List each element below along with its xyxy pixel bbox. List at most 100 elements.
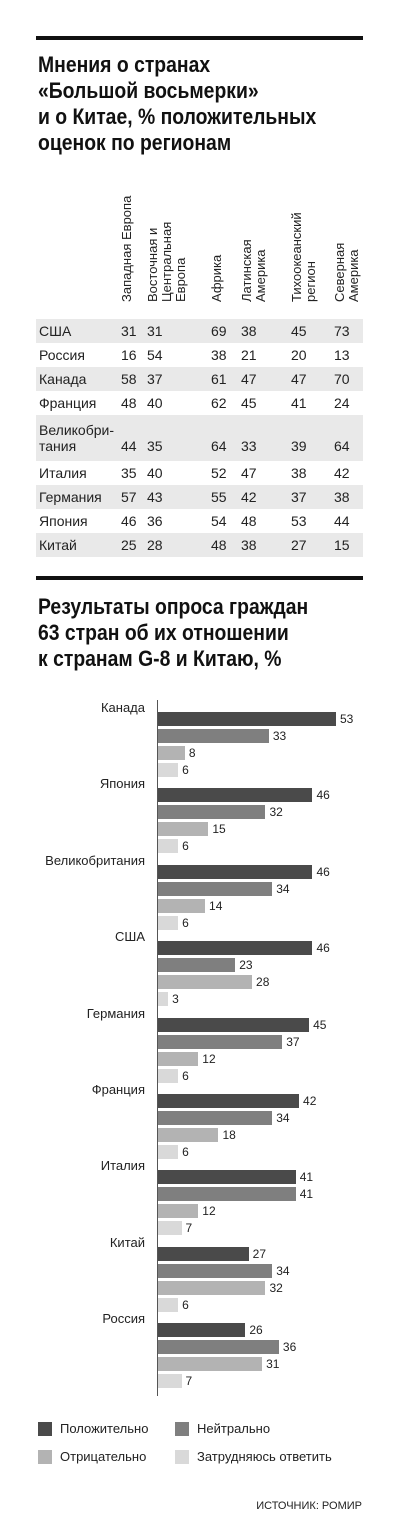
bar <box>158 1263 273 1278</box>
table-row: Италия 35 40 52 47 38 42 <box>36 461 363 485</box>
column-header-line: Латинская <box>239 239 254 302</box>
table-cell: 44 <box>334 513 350 529</box>
table-cell: 45 <box>291 323 307 339</box>
bar <box>158 992 169 1007</box>
value-label: 31 <box>266 1357 280 1372</box>
bar <box>158 1034 283 1049</box>
title-line: и о Китае, % положительных <box>38 104 317 129</box>
table-cell: 35 <box>121 465 137 481</box>
legend-label: Затрудняюсь ответить <box>197 1449 332 1464</box>
table-cell: 48 <box>241 513 257 529</box>
value-label: 7 <box>185 1374 193 1389</box>
bar <box>158 1017 310 1032</box>
column-header: Северная Америка <box>332 242 361 302</box>
bar <box>158 746 185 760</box>
category-label: Япония <box>99 776 145 792</box>
value-label: 45 <box>313 1017 327 1032</box>
table-cell: 38 <box>241 323 257 339</box>
table-cell: 31 <box>147 323 163 339</box>
table-cell: 24 <box>334 395 350 411</box>
value-label: 18 <box>222 1128 236 1142</box>
table-cell: 69 <box>211 323 227 339</box>
column-header-line: регион <box>303 261 318 302</box>
value-label: 6 <box>182 1068 189 1083</box>
title-line: 63 стран об их отношении <box>38 620 289 645</box>
row-country: США <box>39 323 71 339</box>
column-header-line: Северная <box>332 242 347 302</box>
value-label: 41 <box>299 1170 314 1185</box>
table-cell: 37 <box>291 489 307 505</box>
bar <box>158 788 313 803</box>
value-label: 15 <box>212 822 226 837</box>
value-label: 12 <box>202 1204 216 1219</box>
value-label: 7 <box>185 1221 193 1236</box>
table-cell: 42 <box>241 489 257 505</box>
source-note: ИСТОЧНИК: РОМИР <box>256 1500 362 1512</box>
table-cell: 36 <box>147 513 163 529</box>
table-cell: 55 <box>211 489 227 505</box>
table-title: Мнения о странах «Большой восьмерки» и о К… <box>38 52 368 156</box>
bar <box>158 1221 182 1236</box>
table-cell: 37 <box>147 371 163 387</box>
value-label: 8 <box>188 746 196 760</box>
table-cell: 38 <box>241 537 257 553</box>
column-header-line: Тихоокеанский <box>289 212 304 302</box>
table-cell: 28 <box>147 537 163 553</box>
table-cell: 38 <box>211 347 227 363</box>
legend-label: Отрицательно <box>60 1449 147 1464</box>
bar <box>158 729 269 743</box>
table-cell: 42 <box>334 465 350 481</box>
row-country: Китай <box>39 537 77 553</box>
column-header: Тихоокеанский регион <box>289 212 318 302</box>
value-label: 37 <box>286 1034 300 1049</box>
title-line: оценок по регионам <box>38 130 232 155</box>
table-cell: 47 <box>291 371 307 387</box>
row-country-line: Германия <box>39 489 102 505</box>
table-cell: 62 <box>211 395 227 411</box>
value-label: 34 <box>276 1111 290 1125</box>
value-label: 42 <box>303 1094 317 1108</box>
row-country-line: Китай <box>39 537 77 553</box>
table-row: Германия 57 43 55 42 37 38 <box>36 485 363 509</box>
table-cell: 64 <box>211 438 227 454</box>
value-label: 53 <box>340 712 354 726</box>
bar <box>158 1145 179 1159</box>
table-cell: 39 <box>291 438 307 454</box>
value-label: 34 <box>276 881 290 896</box>
row-country-line: Канада <box>39 371 87 387</box>
row-country-line: Италия <box>39 465 87 481</box>
value-label: 23 <box>239 958 253 973</box>
table-cell: 33 <box>241 438 257 454</box>
category-label: Германия <box>86 1005 145 1021</box>
row-country: Канада <box>39 371 86 387</box>
category-label: Великобритания <box>45 852 145 868</box>
bar <box>158 1374 182 1389</box>
value-label: 3 <box>172 992 179 1007</box>
bar <box>158 1297 179 1312</box>
row-country-line: Франция <box>39 395 97 411</box>
top-rule <box>36 36 363 40</box>
table-cell: 47 <box>241 371 257 387</box>
table-cell: 61 <box>211 371 227 387</box>
value-label: 14 <box>209 898 223 913</box>
bar <box>158 881 273 896</box>
table-cell: 73 <box>334 323 350 339</box>
table-cell: 21 <box>241 347 257 363</box>
title-line: Мнения о странах <box>38 52 211 77</box>
value-label: 6 <box>182 1145 189 1159</box>
row-country: Япония <box>39 513 88 529</box>
bar <box>158 1246 249 1261</box>
row-country-line: тания <box>39 438 77 454</box>
table-cell: 47 <box>241 465 257 481</box>
legend-label: Нейтрально <box>197 1421 271 1436</box>
column-header: Латинская Америка <box>239 239 268 302</box>
title-line: «Большой восьмерки» <box>38 78 259 103</box>
row-country-line: Великобри- <box>39 422 115 438</box>
table-cell: 38 <box>291 465 307 481</box>
value-label: 6 <box>182 763 189 777</box>
value-label: 12 <box>202 1051 216 1066</box>
table-cell: 13 <box>334 347 350 363</box>
column-header-line: Центральная <box>159 221 174 302</box>
bar <box>158 1068 179 1083</box>
column-header-line: Америка <box>346 249 361 302</box>
